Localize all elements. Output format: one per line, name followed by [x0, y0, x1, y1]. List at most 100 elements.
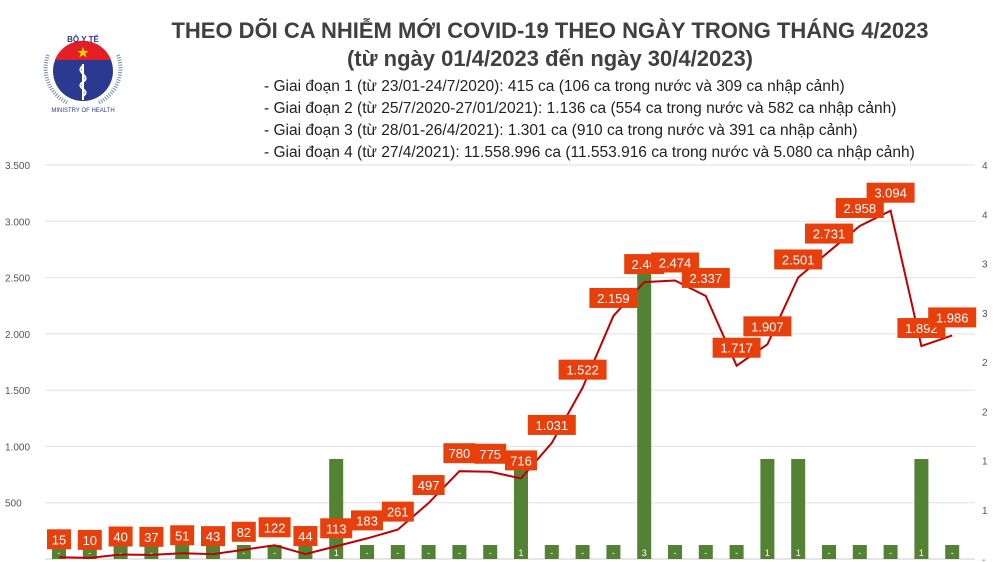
right-axis-tick: 1	[982, 506, 988, 517]
data-label-box	[558, 359, 607, 380]
data-label: 1.031	[536, 418, 569, 433]
right-axis-tick: -	[982, 555, 985, 562]
right-axis-tick: 1	[982, 457, 988, 468]
data-label: 1.907	[751, 319, 784, 334]
data-label-box	[293, 526, 318, 547]
bar-label: -	[951, 548, 954, 558]
left-axis-tick: 1.500	[5, 386, 30, 397]
ministry-of-health-logo: BỘ Y TẾ MINISTRY OF HEALTH	[43, 34, 123, 114]
phase-2-note: - Giai đoạn 2 (từ 25/7/2020-27/01/2021):…	[264, 100, 897, 117]
bar-label: -	[273, 548, 276, 558]
bar-label: -	[58, 548, 61, 558]
data-label: 716	[510, 453, 532, 468]
left-axis-tick: 3.000	[5, 217, 30, 228]
data-label-box	[231, 521, 256, 542]
data-label-box	[774, 249, 823, 270]
data-label-box	[712, 337, 761, 358]
death-bar	[668, 545, 682, 559]
bar-label: -	[242, 548, 245, 558]
data-label: 183	[356, 513, 378, 528]
data-label-box	[835, 198, 884, 219]
left-axis-tick: 500	[5, 499, 22, 510]
right-axis-tick: 2	[982, 407, 988, 418]
data-label-box	[320, 518, 353, 539]
svg-text:MINISTRY OF HEALTH: MINISTRY OF HEALTH	[51, 108, 114, 114]
death-bar	[852, 545, 867, 559]
phase-1-note: - Giai đoạn 1 (từ 23/01-24/7/2020): 415 …	[264, 78, 845, 95]
bar-label: -	[612, 548, 615, 558]
data-label: 51	[175, 528, 189, 543]
data-label-box	[527, 414, 576, 435]
data-label: 113	[326, 521, 347, 536]
bar-label: -	[304, 548, 307, 558]
bar-label: -	[458, 548, 461, 558]
death-bar	[729, 545, 744, 559]
bar-label: 1	[796, 548, 801, 558]
data-label: 122	[264, 520, 286, 535]
bar-label: 1	[919, 548, 924, 558]
death-bar	[421, 545, 436, 559]
data-label: 37	[144, 530, 158, 545]
bar-label: -	[828, 548, 831, 558]
bar-label: 1	[518, 548, 523, 558]
bar-label: -	[88, 548, 91, 558]
data-label: 2.46	[632, 257, 657, 272]
data-label-box	[651, 252, 699, 273]
death-bar	[637, 259, 652, 559]
phase-3-note: - Giai đoạn 3 (từ 28/01-26/4/2021): 1.30…	[264, 122, 858, 139]
bar-label: -	[427, 548, 430, 558]
cases-line	[58, 209, 953, 559]
bar-label: -	[581, 548, 584, 558]
right-axis-tick: 4	[982, 210, 988, 221]
death-bar	[390, 545, 405, 559]
data-label: 3.094	[874, 186, 907, 201]
data-label: 775	[479, 447, 501, 462]
data-label: 1.986	[936, 310, 969, 325]
data-label-box	[743, 316, 792, 337]
death-bar	[760, 459, 775, 559]
left-axis-tick: 2.000	[5, 330, 30, 341]
data-label: 261	[387, 505, 409, 520]
death-bar	[544, 545, 559, 559]
data-label-box	[474, 443, 507, 464]
data-label: 2.337	[690, 271, 723, 286]
death-bar	[267, 545, 282, 559]
data-label: 44	[298, 529, 312, 544]
phase-4-note: - Giai đoạn 4 (từ 27/4/2021): 11.558.996…	[264, 144, 915, 161]
chart-title: THEO DÕI CA NHIỄM MỚI COVID-19 THEO NGÀY…	[171, 18, 929, 43]
data-label: 43	[206, 529, 220, 544]
bar-label: -	[366, 548, 369, 558]
right-axis-tick: 2	[982, 358, 988, 369]
data-label: 2.159	[597, 291, 630, 306]
bar-label: 1	[334, 548, 339, 558]
data-label-box	[381, 501, 414, 522]
left-axis-tick: 2.500	[5, 274, 30, 285]
death-bar	[175, 545, 190, 559]
data-label: 2.958	[844, 201, 877, 216]
bar-label: -	[119, 548, 122, 558]
data-label: 10	[83, 533, 97, 548]
left-axis-tick: 1.000	[5, 442, 30, 453]
right-axis-tick: 3	[982, 309, 988, 320]
data-label: 497	[418, 478, 440, 493]
data-label-box	[928, 307, 977, 328]
bar-label: -	[489, 548, 492, 558]
data-label-box	[170, 525, 195, 546]
death-bar	[945, 545, 960, 559]
death-bar	[298, 545, 313, 559]
data-label: 82	[237, 525, 251, 540]
bar-label: 3	[642, 548, 647, 558]
data-label-box	[47, 529, 71, 550]
data-label: 15	[52, 532, 66, 547]
data-label: 2.731	[813, 227, 846, 242]
death-bar	[914, 459, 929, 559]
data-label-box	[505, 450, 537, 471]
bar-label: -	[858, 548, 861, 558]
data-label-box	[589, 287, 638, 308]
right-axis-tick: 4	[982, 161, 988, 172]
death-bar	[791, 459, 806, 559]
bar-label: -	[704, 548, 707, 558]
bar-label: -	[889, 548, 892, 558]
bar-label: -	[674, 548, 677, 558]
